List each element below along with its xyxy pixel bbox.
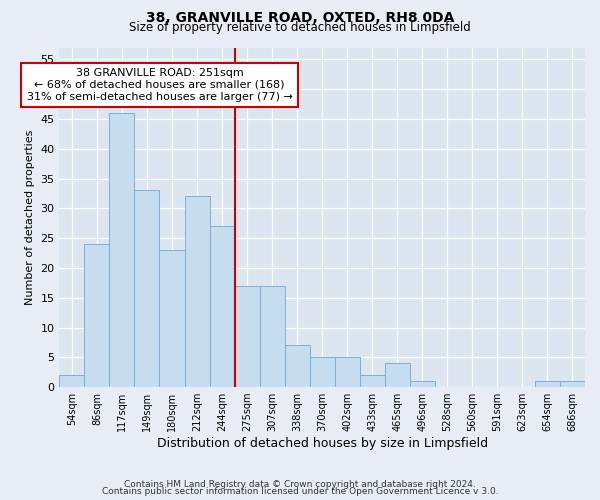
- Bar: [235, 286, 260, 387]
- Bar: [260, 286, 284, 387]
- Bar: [109, 113, 134, 387]
- X-axis label: Distribution of detached houses by size in Limpsfield: Distribution of detached houses by size …: [157, 437, 488, 450]
- Text: Size of property relative to detached houses in Limpsfield: Size of property relative to detached ho…: [129, 22, 471, 35]
- Bar: [385, 364, 410, 387]
- Text: Contains HM Land Registry data © Crown copyright and database right 2024.: Contains HM Land Registry data © Crown c…: [124, 480, 476, 489]
- Bar: [209, 226, 235, 387]
- Y-axis label: Number of detached properties: Number of detached properties: [25, 130, 35, 305]
- Text: 38, GRANVILLE ROAD, OXTED, RH8 0DA: 38, GRANVILLE ROAD, OXTED, RH8 0DA: [146, 12, 454, 26]
- Bar: [134, 190, 160, 387]
- Bar: [59, 375, 85, 387]
- Bar: [284, 346, 310, 387]
- Bar: [335, 358, 360, 387]
- Bar: [360, 375, 385, 387]
- Text: 38 GRANVILLE ROAD: 251sqm
← 68% of detached houses are smaller (168)
31% of semi: 38 GRANVILLE ROAD: 251sqm ← 68% of detac…: [26, 68, 292, 102]
- Bar: [185, 196, 209, 387]
- Bar: [160, 250, 185, 387]
- Bar: [310, 358, 335, 387]
- Bar: [410, 381, 435, 387]
- Bar: [535, 381, 560, 387]
- Text: Contains public sector information licensed under the Open Government Licence v : Contains public sector information licen…: [101, 487, 499, 496]
- Bar: [560, 381, 585, 387]
- Bar: [85, 244, 109, 387]
